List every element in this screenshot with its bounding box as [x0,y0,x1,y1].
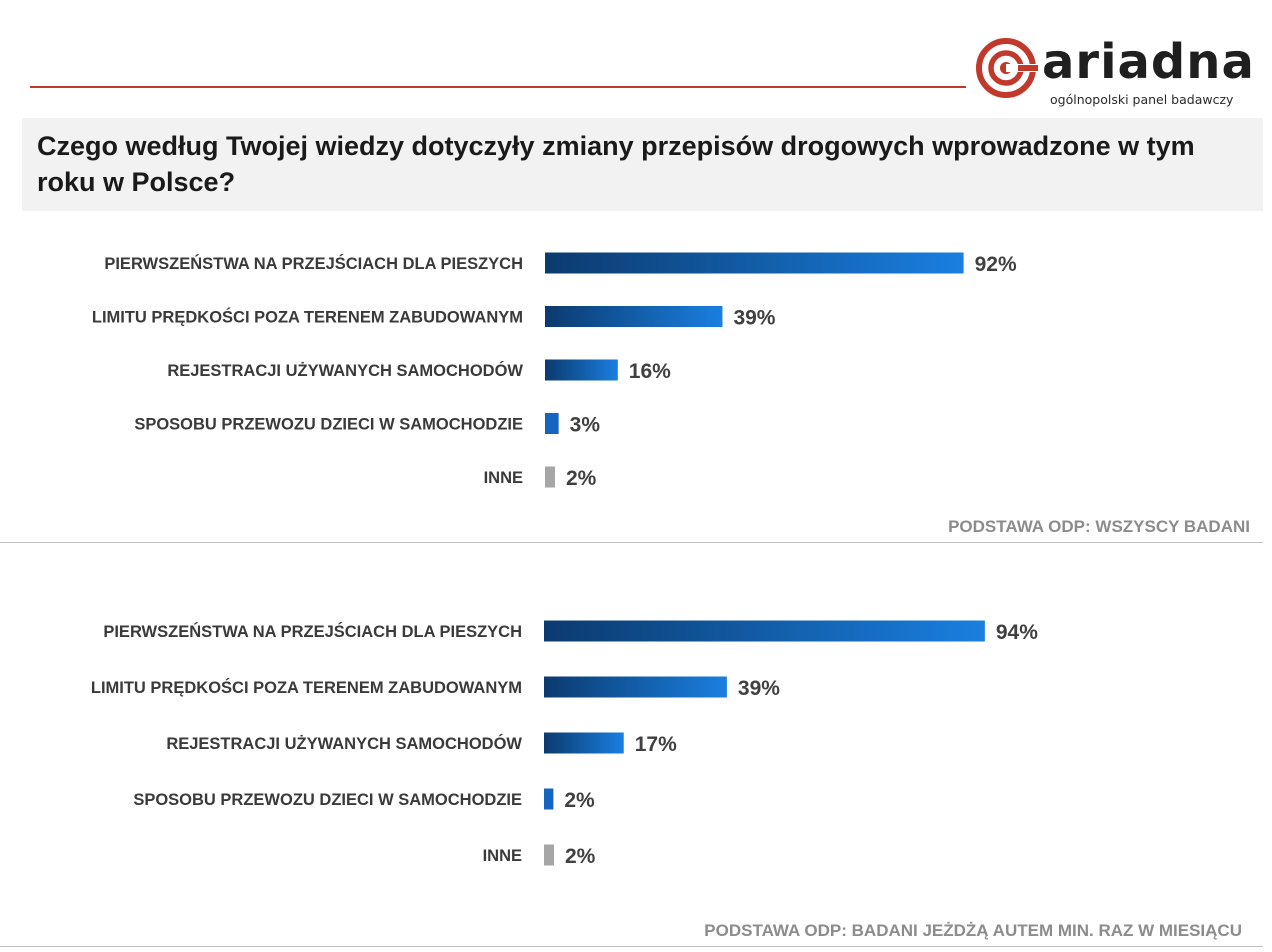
bar-limitu-predkosci-poza-terenem-zabudowanym [545,306,723,327]
value-label-limitu-predkosci-poza-terenem-zabudowanym: 39% [738,677,780,700]
chart-monthly-drivers: PIERWSZEŃSTWA NA PRZEJŚCIACH DLA PIESZYC… [0,603,1272,952]
value-label-rejestracji-uzywanych-samochodow: 17% [635,733,677,756]
value-label-pierwszenstwa-na-przejsciach-dla-pieszych: 94% [996,621,1038,644]
category-label-limitu-predkosci-poza-terenem-zabudowanym: LIMITU PRĘDKOŚCI POZA TERENEM ZABUDOWANY… [92,308,523,327]
base-note: PODSTAWA ODP: BADANI JEŻDŻĄ AUTEM MIN. R… [704,921,1242,940]
bar-rejestracji-uzywanych-samochodow [544,732,624,754]
bar-sposobu-przewozu-dzieci-w-samochodzie [544,788,554,810]
question-banner: Czego według Twojej wiedzy dotyczyły zmi… [22,118,1263,211]
question-title: Czego według Twojej wiedzy dotyczyły zmi… [37,131,1195,197]
brand-tagline: ogólnopolski panel badawczy [1050,92,1234,107]
bar-inne [545,466,555,488]
chart-all-respondents-plot: PIERWSZEŃSTWA NA PRZEJŚCIACH DLA PIESZYC… [92,252,1017,490]
brand-name: ariadna [1042,34,1255,90]
value-label-sposobu-przewozu-dzieci-w-samochodzie: 3% [570,414,601,437]
value-label-limitu-predkosci-poza-terenem-zabudowanym: 39% [733,307,775,330]
category-label-sposobu-przewozu-dzieci-w-samochodzie: SPOSOBU PRZEWOZU DZIECI W SAMOCHODZIE [133,791,522,809]
category-label-rejestracji-uzywanych-samochodow: REJESTRACJI UŻYWANYCH SAMOCHODÓW [167,361,523,380]
ariadna-spiral-icon [976,38,1038,98]
chart-monthly-drivers-plot: PIERWSZEŃSTWA NA PRZEJŚCIACH DLA PIESZYC… [91,620,1038,868]
value-label-pierwszenstwa-na-przejsciach-dla-pieszych: 92% [975,253,1017,276]
category-label-limitu-predkosci-poza-terenem-zabudowanym: LIMITU PRĘDKOŚCI POZA TERENEM ZABUDOWANY… [91,678,522,697]
value-label-rejestracji-uzywanych-samochodow: 16% [629,360,671,383]
category-label-pierwszenstwa-na-przejsciach-dla-pieszych: PIERWSZEŃSTWA NA PRZEJŚCIACH DLA PIESZYC… [104,254,523,273]
section-divider [0,946,1263,947]
value-label-sposobu-przewozu-dzieci-w-samochodzie: 2% [564,789,595,812]
header-rule [30,86,966,88]
bar-inne [544,844,554,866]
value-label-inne: 2% [565,845,596,868]
bar-pierwszenstwa-na-przejsciach-dla-pieszych [545,252,964,274]
category-label-rejestracji-uzywanych-samochodow: REJESTRACJI UŻYWANYCH SAMOCHODÓW [166,734,522,753]
base-note: PODSTAWA ODP: WSZYSCY BADANI [948,517,1250,536]
category-label-sposobu-przewozu-dzieci-w-samochodzie: SPOSOBU PRZEWOZU DZIECI W SAMOCHODZIE [134,416,523,434]
bar-pierwszenstwa-na-przejsciach-dla-pieszych [544,620,985,642]
value-label-inne: 2% [566,467,597,490]
category-label-pierwszenstwa-na-przejsciach-dla-pieszych: PIERWSZEŃSTWA NA PRZEJŚCIACH DLA PIESZYC… [103,622,522,641]
bar-limitu-predkosci-poza-terenem-zabudowanym [544,676,727,698]
category-label-inne: INNE [483,847,522,865]
chart-all-respondents: PIERWSZEŃSTWA NA PRZEJŚCIACH DLA PIESZYC… [0,235,1272,555]
bar-sposobu-przewozu-dzieci-w-samochodzie [545,413,559,434]
category-label-inne: INNE [484,469,523,487]
bar-rejestracji-uzywanych-samochodow [545,359,618,381]
ariadna-logo: ariadna ogólnopolski panel badawczy [976,34,1266,112]
section-divider [0,542,1263,543]
